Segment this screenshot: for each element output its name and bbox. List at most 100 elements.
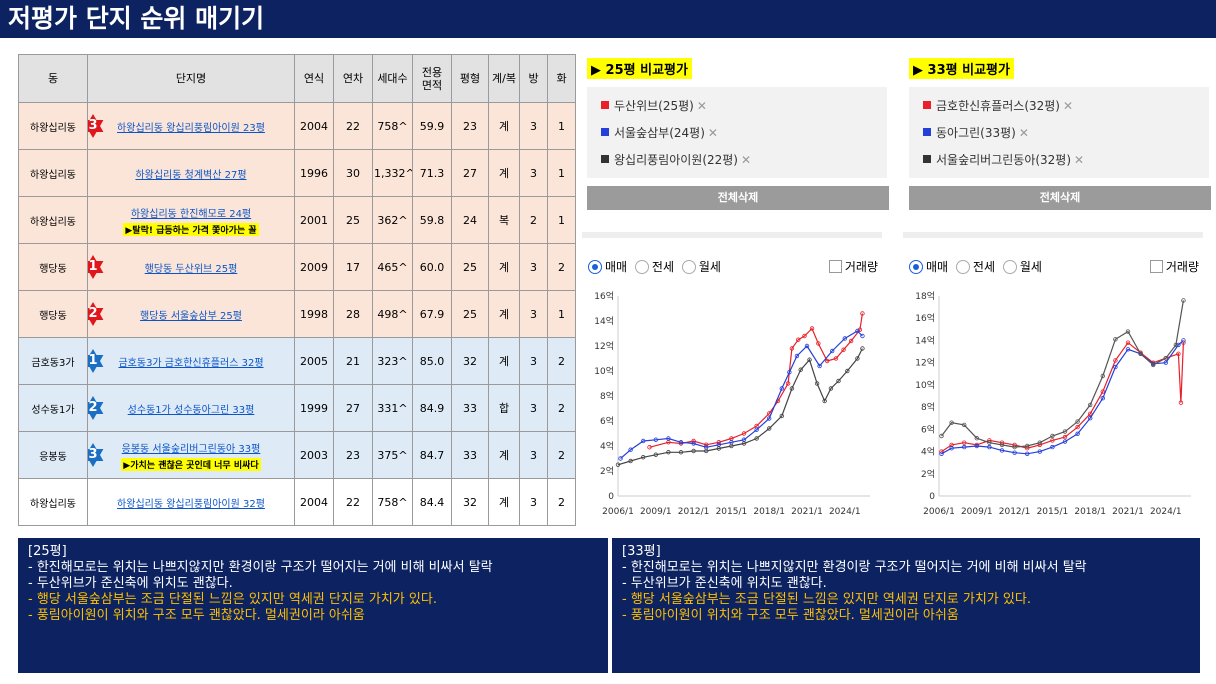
- remove-icon[interactable]: ✕: [707, 126, 718, 140]
- rank-star-icon: 2: [88, 301, 107, 327]
- data-point: [641, 438, 646, 444]
- data-point: [1075, 419, 1080, 424]
- data-point: [1138, 351, 1143, 356]
- radio-circle: [681, 260, 696, 274]
- rank-star-icon: 1: [88, 348, 107, 374]
- rooms-cell: 3: [519, 337, 548, 385]
- col-header: 계/복: [488, 54, 520, 103]
- data-point: [824, 358, 830, 364]
- table-row: 금호동3가 1 금호동3가 금호한신휴플러스 32평 2005 21 323^ 85.0 32…: [18, 337, 576, 385]
- complex-link[interactable]: 하왕십리동 청계벽산 27평: [135, 169, 247, 181]
- complex-link[interactable]: 행당동 두산위브 25평: [144, 263, 238, 275]
- col-header: 평형: [451, 54, 489, 103]
- remove-icon[interactable]: ✕: [1018, 126, 1029, 140]
- units-cell: 375^: [372, 431, 413, 479]
- data-point: [1173, 342, 1179, 348]
- complex-link[interactable]: 하왕십리동 왕십리풍림아이원 23평: [117, 122, 265, 134]
- volume-checkbox[interactable]: 거래량: [1149, 258, 1199, 275]
- area-cell: 85.0: [412, 337, 452, 385]
- data-point: [1062, 429, 1068, 434]
- data-point: [1050, 444, 1055, 450]
- radio-sale[interactable]: 매매: [909, 258, 948, 275]
- dong-cell: 하왕십리동: [18, 149, 88, 197]
- complex-link[interactable]: 성수동1가 성수동아그린 33평: [127, 404, 255, 416]
- type-cell: 계: [488, 102, 520, 150]
- data-point: [1125, 329, 1131, 334]
- data-point: [795, 337, 801, 342]
- col-header: 전용면적: [412, 54, 452, 103]
- pyeong-cell: 25: [451, 243, 489, 291]
- units-cell: 323^: [372, 337, 413, 385]
- y-tick-label: 4억: [600, 440, 614, 452]
- data-point: [848, 338, 854, 344]
- units-cell: 1,332^: [372, 149, 413, 197]
- data-point: [1050, 433, 1055, 439]
- remove-icon[interactable]: ✕: [1074, 153, 1085, 167]
- complex-link[interactable]: 행당동 서울숲삼부 25평: [140, 310, 242, 322]
- data-point: [1178, 400, 1184, 405]
- baths-cell: 1: [547, 102, 576, 150]
- volume-checkbox[interactable]: 거래량: [828, 258, 878, 275]
- y-tick-label: 2억: [921, 468, 935, 480]
- area-cell: 60.0: [412, 243, 452, 291]
- complex-link[interactable]: 하왕십리동 왕십리풍림아이원 32평: [117, 498, 265, 510]
- year-cell: 1999: [294, 384, 334, 432]
- compare-item-label: 동아그린(33평): [936, 126, 1016, 140]
- table-row: 하왕십리동 하왕십리동 청계벽산 27평 1996 30 1,332^ 71.3 27 계 3 1: [18, 149, 576, 197]
- remove-icon[interactable]: ✕: [696, 99, 707, 113]
- data-point: [816, 341, 821, 346]
- remove-icon[interactable]: ✕: [1063, 99, 1074, 113]
- dong-cell: 하왕십리동: [18, 102, 88, 150]
- compare-list: 금호한신휴플러스(32평) ✕ 동아그린(33평) ✕ 서울숲리버그린동아(32평)…: [909, 87, 1209, 178]
- data-point: [628, 458, 633, 464]
- rank-star-icon: 3: [88, 113, 107, 139]
- type-cell: 계: [488, 149, 520, 197]
- x-tick-label: 2015/1: [716, 507, 748, 517]
- rank-star-icon: 2: [88, 395, 107, 421]
- note-heading: [25평]: [28, 544, 67, 559]
- data-point: [1050, 438, 1055, 443]
- complex-link[interactable]: 금호동3가 금호한신휴플러스 32평: [118, 357, 264, 369]
- data-point: [716, 440, 721, 445]
- x-tick-label: 2024/1: [829, 507, 861, 517]
- delete-all-button[interactable]: 전체삭제: [587, 186, 889, 210]
- radio-sale[interactable]: 매매: [588, 258, 627, 275]
- series-swatch: [923, 101, 931, 109]
- complex-link[interactable]: 하왕십리동 한진해모로 24평: [130, 208, 252, 220]
- page-title: 저평가 단지 순위 매기기: [0, 0, 1216, 38]
- year-cell: 2001: [294, 196, 334, 244]
- col-header: 방: [519, 54, 548, 103]
- rooms-cell: 3: [519, 290, 548, 338]
- compare-item: 동아그린(33평) ✕: [923, 120, 1199, 147]
- data-point: [766, 426, 772, 431]
- radio-label: 월세: [698, 260, 721, 274]
- radio-jeonse[interactable]: 전세: [634, 258, 674, 275]
- rooms-cell: 3: [519, 102, 548, 150]
- pyeong-cell: 27: [451, 149, 489, 197]
- x-tick-label: 2012/1: [999, 507, 1031, 517]
- type-cell: 계: [488, 243, 520, 291]
- note-line: - 행당 서울숲삼부는 조금 단절된 느낌은 있지만 역세권 단지로 가치가 있…: [28, 592, 437, 607]
- price-line-chart: 0 2억 4억 6억 8억 10억 12억 14억 16억 2006/1 2009/1 2012/1 2…: [594, 290, 870, 517]
- radio-monthly[interactable]: 월세: [1002, 258, 1042, 275]
- radio-circle: [634, 260, 649, 274]
- data-point: [1176, 351, 1181, 356]
- delete-all-button[interactable]: 전체삭제: [909, 186, 1211, 210]
- data-point: [1163, 356, 1168, 361]
- type-cell: 복: [488, 196, 520, 244]
- complex-link[interactable]: 응봉동 서울숲리버그린동아 33평: [121, 443, 261, 455]
- compare-panel-25: ▶ 25평 비교평가 두산위브(25평) ✕ 서울숲삼부(24평) ✕ 왕십리풍림아…: [583, 58, 889, 210]
- remove-icon[interactable]: ✕: [741, 153, 752, 167]
- data-point: [1087, 402, 1093, 408]
- radio-monthly[interactable]: 월세: [681, 258, 721, 275]
- data-point: [785, 381, 791, 386]
- data-point: [1176, 342, 1181, 348]
- y-tick-label: 6억: [600, 415, 614, 427]
- data-point: [653, 452, 658, 457]
- radio-jeonse[interactable]: 전세: [955, 258, 995, 275]
- series-swatch: [923, 128, 931, 136]
- data-point: [716, 446, 721, 451]
- age-cell: 30: [333, 149, 373, 197]
- area-cell: 67.9: [412, 290, 452, 338]
